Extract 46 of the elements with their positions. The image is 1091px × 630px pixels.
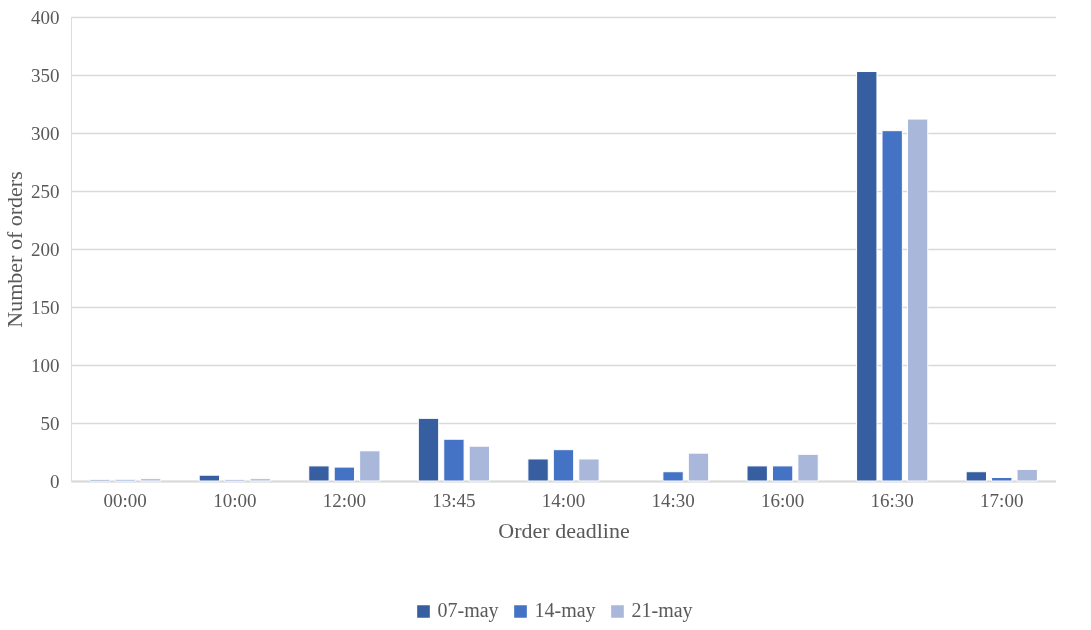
x-tick-label: 17:00 — [980, 489, 1024, 511]
legend-label: 07-may — [437, 599, 499, 623]
bar — [140, 478, 162, 482]
bar — [662, 471, 684, 482]
bar — [687, 452, 710, 482]
x-tick-label: 00:00 — [103, 489, 147, 511]
x-tick-label: 16:00 — [760, 489, 805, 511]
bar — [578, 458, 600, 482]
bar — [359, 450, 381, 482]
bar — [468, 445, 491, 482]
y-axis-title: Number of orders — [2, 171, 27, 328]
y-tick-label: 200 — [31, 238, 60, 260]
bar — [527, 458, 549, 482]
bar — [249, 478, 271, 482]
bar — [552, 449, 575, 482]
legend-label: 14-may — [534, 599, 596, 623]
bar — [417, 417, 440, 482]
bar — [797, 453, 819, 482]
y-tick-label: 400 — [31, 6, 60, 28]
y-tick-label: 150 — [31, 296, 60, 318]
bar — [333, 466, 356, 482]
y-tick-label: 0 — [50, 470, 60, 492]
x-tick-label: 14:00 — [541, 489, 586, 511]
bar — [881, 130, 903, 482]
legend-label: 21-may — [631, 599, 693, 623]
bar — [308, 465, 330, 482]
bar — [1016, 468, 1038, 482]
bar — [906, 118, 929, 482]
x-axis-title: Order deadline — [498, 517, 630, 543]
y-tick-label: 350 — [31, 64, 60, 86]
bar — [746, 465, 768, 482]
bar — [991, 477, 1013, 482]
bar — [771, 465, 794, 482]
bar — [965, 471, 987, 482]
x-tick-label: 13:45 — [432, 489, 476, 511]
y-tick-label: 50 — [40, 412, 60, 434]
x-tick-label: 14:30 — [651, 489, 695, 511]
x-tick-label: 10:00 — [213, 489, 257, 511]
bar — [198, 474, 221, 482]
bar — [443, 438, 465, 482]
y-tick-label: 100 — [31, 354, 60, 376]
x-tick-label: 16:30 — [870, 489, 914, 511]
y-tick-label: 300 — [31, 122, 60, 144]
x-tick-label: 12:00 — [322, 489, 367, 511]
y-tick-label: 250 — [31, 180, 60, 202]
bar — [856, 71, 878, 482]
